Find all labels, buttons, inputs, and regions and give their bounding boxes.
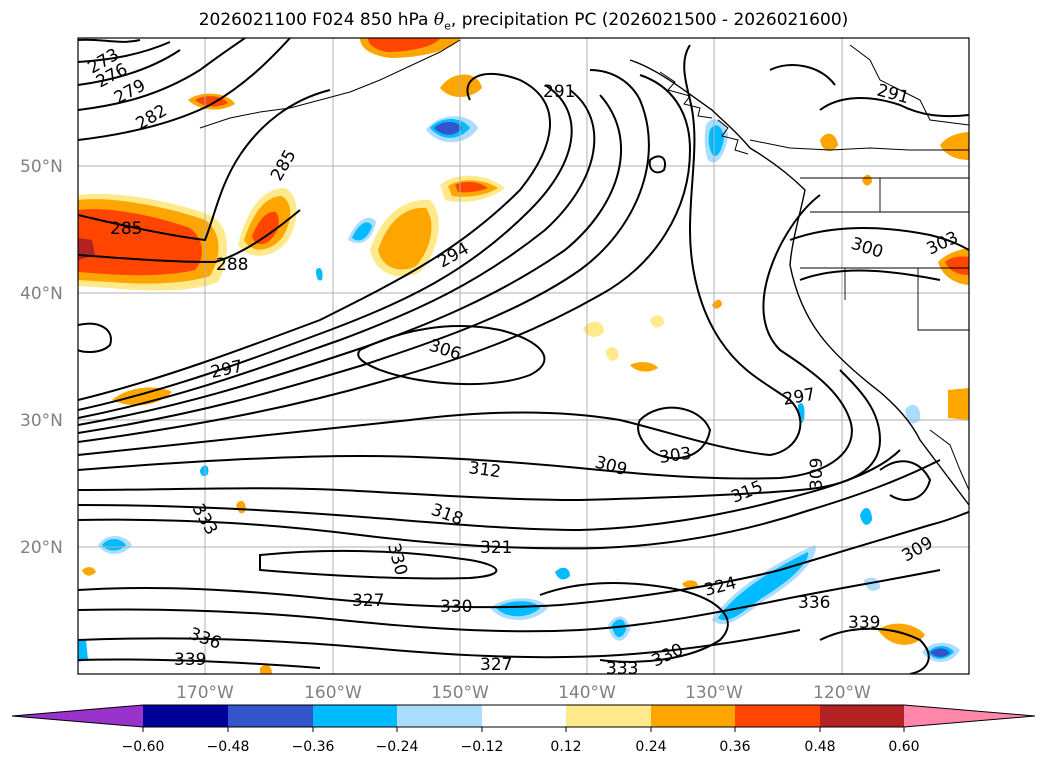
lat-label-20n: 20°N — [20, 538, 63, 558]
lon-label-130w: 130°W — [685, 683, 743, 703]
contour-label: 333 — [606, 659, 638, 679]
contour-label: 288 — [216, 255, 248, 275]
lon-label-150w: 150°W — [431, 683, 489, 703]
contour-label: 303 — [658, 444, 693, 468]
colorbar-swatch — [566, 705, 651, 727]
contour-label: 285 — [110, 219, 142, 239]
colorbar-tick: 0.36 — [719, 739, 750, 755]
theta-e-contours — [78, 38, 969, 674]
lat-label-30n: 30°N — [20, 411, 63, 431]
lon-label-120w: 120°W — [813, 683, 871, 703]
colorbar-swatch — [397, 705, 482, 727]
contour-label: 312 — [467, 458, 502, 482]
colorbar-tick: −0.24 — [376, 739, 419, 755]
contour-label: 330 — [440, 597, 472, 617]
map-panel: 273 276 279 282 285 285 288 291 291 294 … — [78, 38, 969, 679]
colorbar: −0.60 −0.48 −0.36 −0.24 −0.12 0.12 0.24 … — [11, 704, 1036, 755]
lon-label-160w: 160°W — [304, 683, 362, 703]
lon-label-140w: 140°W — [558, 683, 616, 703]
contour-label: 339 — [174, 650, 206, 670]
colorbar-swatch — [735, 705, 820, 727]
lat-label-40n: 40°N — [20, 284, 63, 304]
contour-label: 327 — [480, 655, 512, 675]
graticule — [78, 38, 969, 674]
contour-label: 339 — [848, 613, 880, 633]
colorbar-tick: 0.60 — [888, 739, 919, 755]
colorbar-swatch — [143, 705, 228, 727]
contour-label: 336 — [798, 593, 830, 613]
colorbar-tick: −0.12 — [461, 739, 504, 755]
coastlines — [199, 39, 969, 506]
colorbar-tick: −0.36 — [292, 739, 335, 755]
lon-label-170w: 170°W — [176, 683, 234, 703]
map-frame — [77, 37, 970, 675]
colorbar-tick: 0.48 — [804, 739, 835, 755]
contour-label: 327 — [352, 591, 384, 611]
colorbar-tick: 0.24 — [635, 739, 666, 755]
contour-label: 321 — [480, 538, 512, 558]
map-title: 2026021100 F024 850 hPa θe, precipitatio… — [198, 10, 849, 33]
latitude-labels: 50°N 40°N 30°N 20°N — [20, 157, 63, 558]
longitude-labels: 170°W 160°W 150°W 140°W 130°W 120°W — [176, 683, 871, 703]
colorbar-swatch — [228, 705, 313, 727]
lat-label-50n: 50°N — [20, 157, 63, 177]
contour-label: 291 — [543, 82, 575, 102]
colorbar-over — [904, 705, 1035, 727]
colorbar-tick: −0.48 — [207, 739, 250, 755]
colorbar-tick: −0.60 — [122, 739, 165, 755]
colorbar-swatch — [482, 705, 566, 727]
colorbar-swatch — [820, 705, 904, 727]
contour-label: 309 — [807, 458, 827, 490]
precip-positive-areas — [78, 38, 969, 674]
colorbar-tick: 0.12 — [550, 739, 581, 755]
colorbar-swatch — [651, 705, 735, 727]
colorbar-under — [12, 705, 143, 727]
colorbar-swatch — [313, 705, 397, 727]
